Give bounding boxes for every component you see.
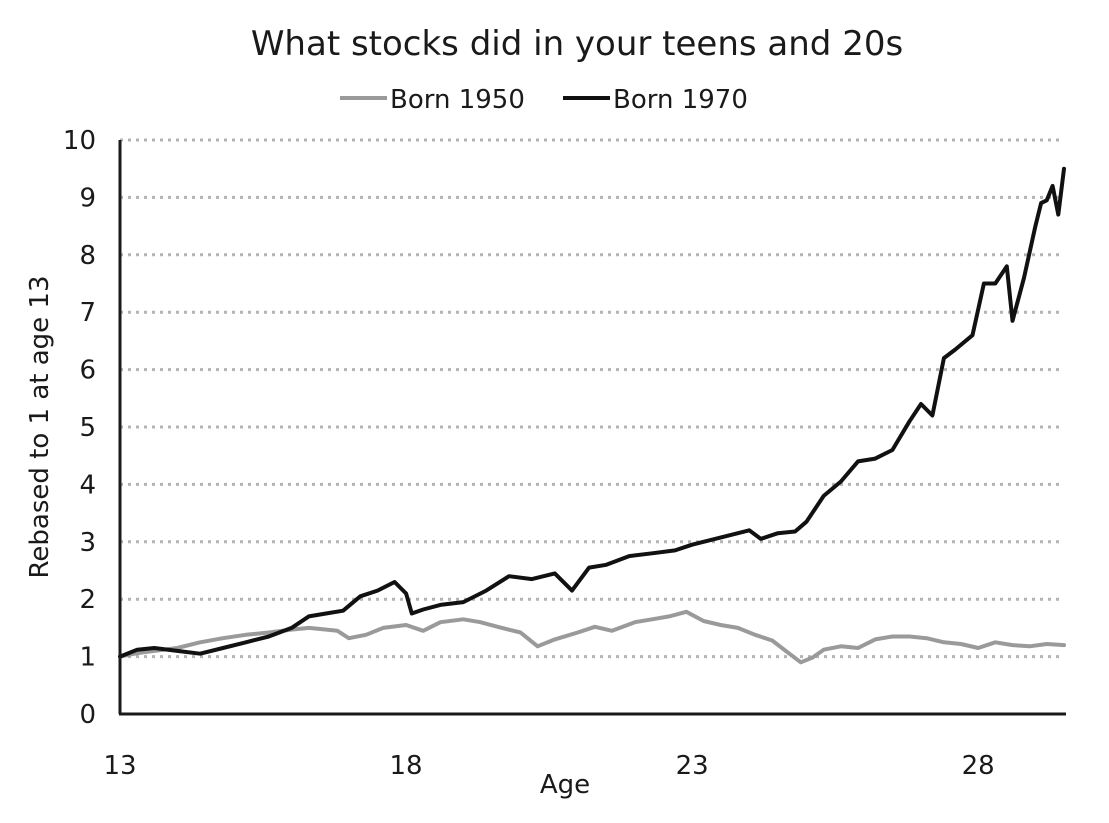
legend-label-born-1970: Born 1970 — [613, 85, 748, 115]
y-tick-label: 0 — [79, 700, 96, 730]
y-tick-label: 6 — [79, 356, 96, 386]
legend: Born 1950 Born 1970 — [340, 85, 748, 115]
y-axis-label: Rebased to 1 at age 13 — [25, 276, 55, 579]
chart-title: What stocks did in your teens and 20s — [251, 24, 903, 64]
gridlines — [120, 138, 1064, 659]
series-line-born-1950 — [118, 609, 1066, 665]
legend-label-born-1950: Born 1950 — [390, 85, 525, 115]
x-axis-label: Age — [540, 770, 590, 800]
series-layer — [118, 166, 1066, 665]
y-tick-label: 8 — [79, 241, 96, 271]
x-axis-ticks: 13 18 23 28 — [103, 751, 994, 781]
y-tick-label: 9 — [79, 183, 96, 213]
y-tick-label: 5 — [79, 413, 96, 443]
series-line-born-1970 — [118, 166, 1066, 659]
y-tick-label: 4 — [79, 470, 96, 500]
x-tick-label: 28 — [962, 751, 995, 781]
x-tick-label: 23 — [676, 751, 709, 781]
y-tick-label: 10 — [63, 126, 96, 156]
y-tick-label: 3 — [79, 528, 96, 558]
x-tick-label: 18 — [390, 751, 423, 781]
y-tick-label: 2 — [79, 585, 96, 615]
y-tick-label: 7 — [79, 298, 96, 328]
y-axis-ticks: 0 1 2 3 4 5 6 7 8 9 10 — [63, 126, 96, 730]
x-tick-label: 13 — [103, 751, 136, 781]
y-tick-label: 1 — [79, 643, 96, 673]
